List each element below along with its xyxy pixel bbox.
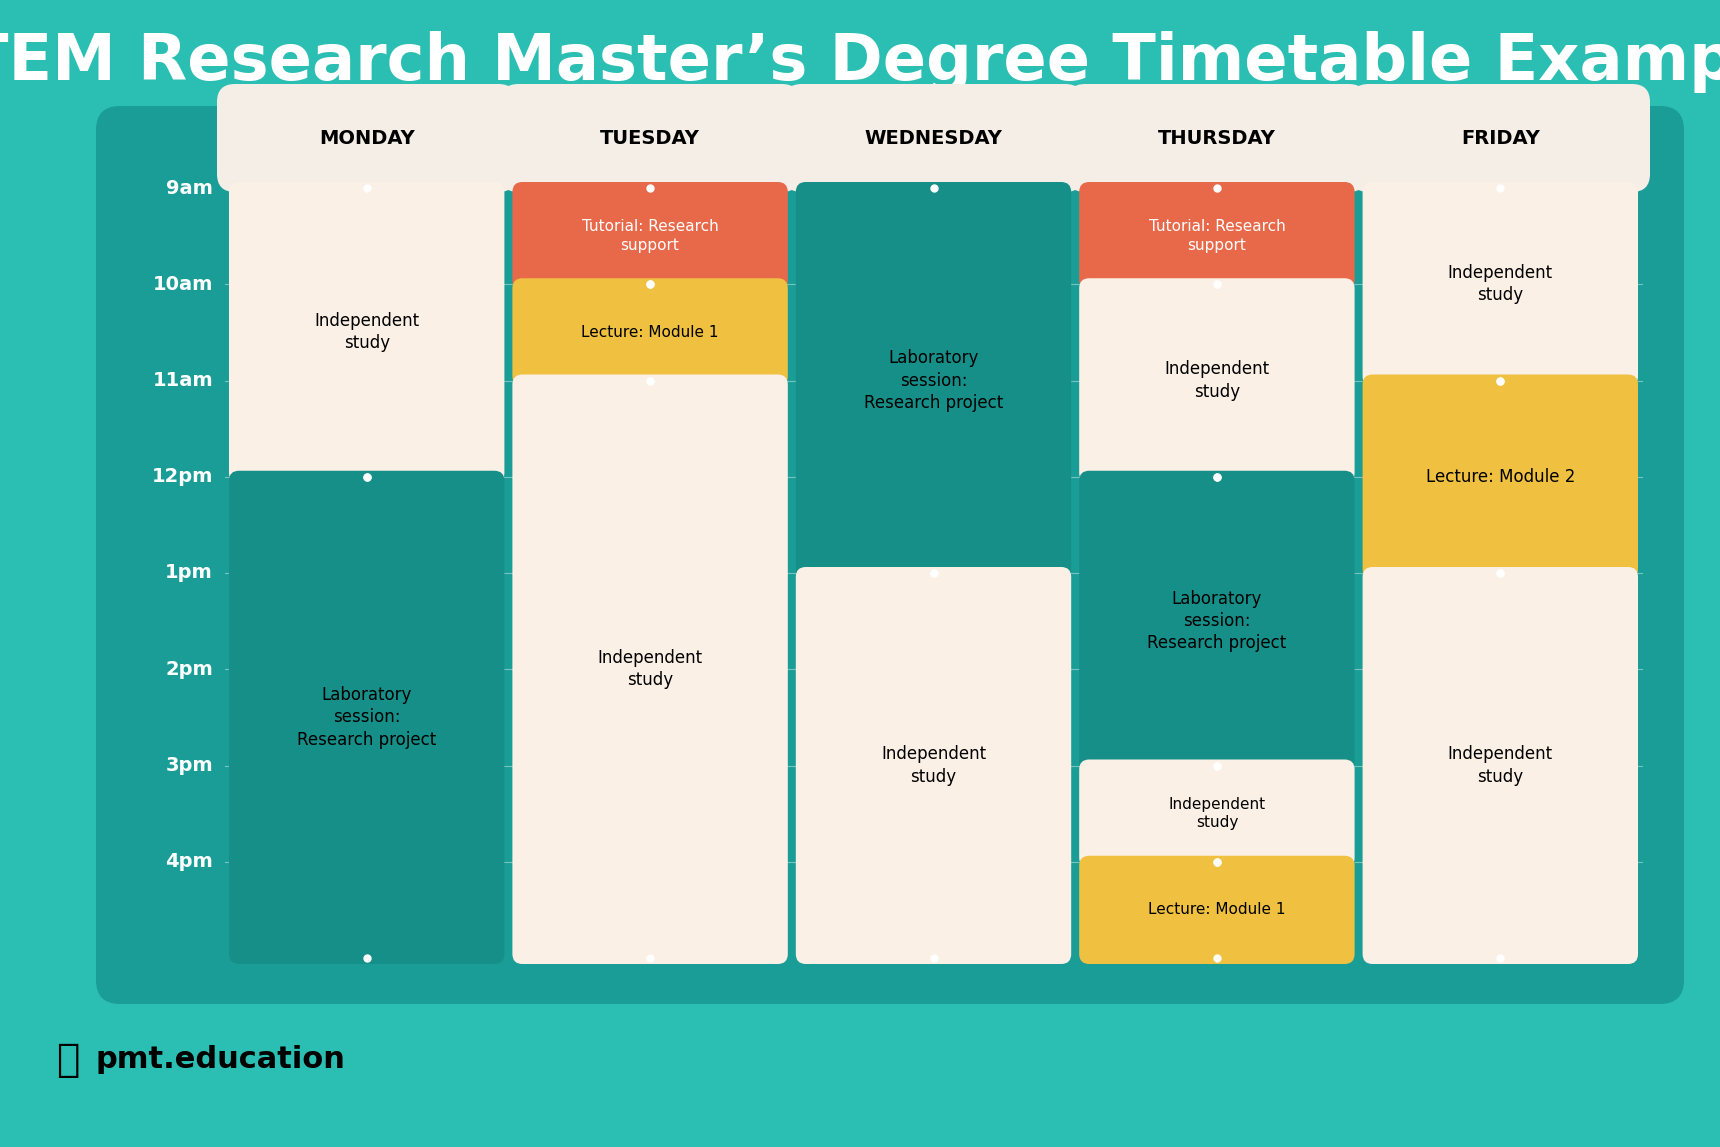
FancyBboxPatch shape bbox=[796, 182, 1072, 579]
Text: Tutorial: Research
support: Tutorial: Research support bbox=[581, 219, 719, 253]
FancyBboxPatch shape bbox=[513, 375, 788, 963]
FancyBboxPatch shape bbox=[1362, 182, 1637, 387]
FancyBboxPatch shape bbox=[1350, 84, 1649, 192]
FancyBboxPatch shape bbox=[1078, 279, 1355, 483]
Text: 4pm: 4pm bbox=[165, 852, 213, 872]
FancyBboxPatch shape bbox=[796, 567, 1072, 963]
FancyBboxPatch shape bbox=[1066, 84, 1367, 192]
Text: THURSDAY: THURSDAY bbox=[1158, 128, 1276, 148]
Text: Laboratory
session:
Research project: Laboratory session: Research project bbox=[298, 686, 437, 749]
Text: Tutorial: Research
support: Tutorial: Research support bbox=[1149, 219, 1285, 253]
Text: TUESDAY: TUESDAY bbox=[600, 128, 700, 148]
FancyBboxPatch shape bbox=[96, 106, 1684, 1004]
FancyBboxPatch shape bbox=[229, 182, 504, 483]
Text: 3pm: 3pm bbox=[165, 756, 213, 775]
Text: 2pm: 2pm bbox=[165, 660, 213, 679]
FancyBboxPatch shape bbox=[784, 84, 1084, 192]
FancyBboxPatch shape bbox=[1078, 759, 1355, 868]
FancyBboxPatch shape bbox=[513, 182, 788, 290]
Text: pmt.education: pmt.education bbox=[95, 1046, 346, 1075]
FancyBboxPatch shape bbox=[1362, 375, 1637, 579]
Text: Lecture: Module 1: Lecture: Module 1 bbox=[1149, 903, 1285, 918]
Text: 1pm: 1pm bbox=[165, 563, 213, 583]
Text: 12pm: 12pm bbox=[151, 467, 213, 486]
FancyBboxPatch shape bbox=[513, 279, 788, 387]
FancyBboxPatch shape bbox=[1078, 856, 1355, 963]
Text: Independent
study: Independent study bbox=[881, 746, 986, 786]
Text: MONDAY: MONDAY bbox=[318, 128, 415, 148]
Text: Independent
study: Independent study bbox=[1164, 360, 1269, 400]
Text: 9am: 9am bbox=[167, 179, 213, 197]
Text: STEM Research Master’s Degree Timetable Example: STEM Research Master’s Degree Timetable … bbox=[0, 31, 1720, 93]
FancyBboxPatch shape bbox=[229, 470, 504, 963]
FancyBboxPatch shape bbox=[1078, 182, 1355, 290]
FancyBboxPatch shape bbox=[1078, 470, 1355, 772]
FancyBboxPatch shape bbox=[501, 84, 800, 192]
Text: FRIDAY: FRIDAY bbox=[1460, 128, 1539, 148]
FancyBboxPatch shape bbox=[1362, 567, 1637, 963]
Text: Independent
study: Independent study bbox=[315, 312, 420, 352]
FancyBboxPatch shape bbox=[217, 84, 516, 192]
Text: Laboratory
session:
Research project: Laboratory session: Research project bbox=[1147, 590, 1287, 653]
Text: Independent
study: Independent study bbox=[1168, 797, 1266, 830]
Text: 11am: 11am bbox=[153, 370, 213, 390]
Text: Independent
study: Independent study bbox=[1448, 746, 1553, 786]
Text: Lecture: Module 2: Lecture: Module 2 bbox=[1426, 468, 1576, 485]
Text: Independent
study: Independent study bbox=[1448, 264, 1553, 304]
Text: 10am: 10am bbox=[153, 275, 213, 294]
Text: Laboratory
session:
Research project: Laboratory session: Research project bbox=[863, 350, 1003, 412]
Text: Lecture: Module 1: Lecture: Module 1 bbox=[581, 325, 719, 340]
Text: WEDNESDAY: WEDNESDAY bbox=[865, 128, 1003, 148]
Text: Independent
study: Independent study bbox=[597, 649, 703, 689]
Text: 👓: 👓 bbox=[57, 1041, 79, 1079]
